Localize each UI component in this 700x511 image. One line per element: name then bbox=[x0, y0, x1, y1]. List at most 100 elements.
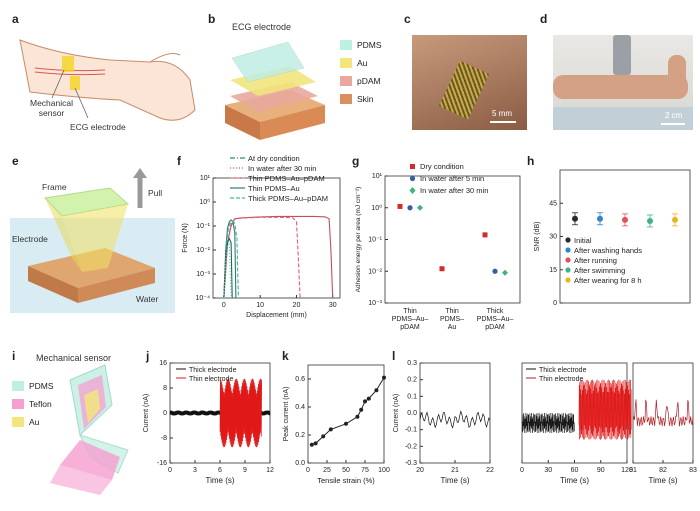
mechanical-sensor-label: Mechanical sensor bbox=[30, 98, 73, 118]
panel-h-letter: h bbox=[527, 154, 535, 168]
legend-swatch bbox=[12, 381, 24, 391]
data-point bbox=[417, 204, 423, 211]
data-point bbox=[482, 232, 488, 238]
legend-label: PDMS bbox=[29, 381, 54, 391]
category-label: PDMS–Au– bbox=[392, 316, 429, 323]
legend-label: Thin electrode bbox=[189, 376, 233, 383]
y-tick-label: 10⁻³ bbox=[368, 300, 382, 307]
force-displacement-chart: 10⁰ 10⁻¹ 10⁻² 10⁻³ 10⁻⁴ 10¹ 0 10 20 30 Displacemen… bbox=[182, 154, 341, 319]
y-axis-label: Current (nA) bbox=[143, 394, 150, 433]
plot-frame bbox=[632, 362, 694, 464]
y-tick-label: 0.4 bbox=[295, 404, 305, 411]
y-tick-label: 10⁻⁴ bbox=[196, 295, 211, 302]
x-tick-label: 21 bbox=[451, 467, 459, 474]
y-tick-label: -0.2 bbox=[405, 443, 417, 450]
y-tick-label: 0.1 bbox=[407, 393, 417, 400]
arm bbox=[553, 75, 688, 99]
x-tick-label: 75 bbox=[361, 467, 369, 474]
data-point bbox=[672, 216, 678, 223]
series-line bbox=[419, 410, 491, 429]
legend-label: Thin PDMS–Au bbox=[248, 184, 300, 193]
panel-h: h 0 15 30 45 SNR (dB) Initial After washing ha… bbox=[525, 148, 700, 323]
y-tick-label: 0.2 bbox=[295, 432, 305, 439]
data-point bbox=[382, 375, 386, 380]
y-axis-label: Current (nA) bbox=[393, 394, 400, 433]
x-axis-label: Time (s) bbox=[648, 476, 677, 485]
layer-legend: PDMS Au pDAM Skin bbox=[340, 40, 382, 112]
panel-j: j -16 -8 0 8 16 0 3 6 9 12 Time (s) Current (nA) Thi… bbox=[140, 345, 280, 505]
panel-b: b ECG electrode PDMS Au pDAM Skin bbox=[200, 0, 400, 150]
x-tick-label: 12 bbox=[266, 467, 274, 474]
x-tick-label: 60 bbox=[571, 467, 579, 474]
x-tick-label: 30 bbox=[544, 467, 552, 474]
data-point bbox=[359, 407, 364, 412]
data-point bbox=[572, 215, 578, 222]
y-tick-label: -16 bbox=[157, 460, 167, 467]
legend-label: After washing hands bbox=[574, 246, 642, 255]
water-label: Water bbox=[136, 294, 159, 304]
data-point bbox=[397, 203, 403, 209]
data-point bbox=[492, 268, 498, 274]
series-line bbox=[632, 399, 694, 427]
y-tick-label: 45 bbox=[549, 200, 557, 207]
y-tick-label: -0.3 bbox=[405, 460, 417, 467]
legend-item: Teflon bbox=[12, 399, 54, 409]
panel-k-letter: k bbox=[282, 349, 289, 363]
data-point bbox=[622, 216, 628, 223]
y-tick-label: -0.1 bbox=[405, 427, 417, 434]
wrist-illustration bbox=[19, 39, 196, 121]
scale-label: 2 cm bbox=[665, 111, 683, 120]
panel-i: i Mechanical sensor PDMS Teflon Au bbox=[0, 345, 140, 505]
gold-electrode bbox=[438, 60, 490, 120]
x-tick-label: 120 bbox=[621, 467, 633, 474]
legend-marker bbox=[565, 237, 571, 243]
legend-label: Dry condition bbox=[420, 162, 464, 171]
data-point bbox=[313, 441, 318, 446]
legend-swatch bbox=[12, 417, 24, 427]
data-point bbox=[597, 215, 603, 222]
data-point bbox=[328, 427, 333, 432]
series-line bbox=[521, 412, 575, 434]
category-label: Thin bbox=[445, 308, 459, 315]
x-tick-label: 30 bbox=[329, 302, 337, 309]
panel-e: e Frame Pull Electrode Water bbox=[0, 148, 175, 323]
panel-a: a Mechanical sensor ECG electrode bbox=[0, 0, 200, 150]
x-tick-label: 22 bbox=[486, 467, 494, 474]
scale-bar bbox=[490, 121, 516, 123]
legend-item: PDMS bbox=[12, 381, 54, 391]
legend-label: Teflon bbox=[29, 399, 52, 409]
data-point bbox=[439, 266, 445, 272]
panel-c-letter: c bbox=[404, 12, 411, 26]
legend-swatch bbox=[340, 40, 352, 50]
current-time-chart-j: -16 -8 0 8 16 0 3 6 9 12 Time (s) Current (nA) Thick… bbox=[143, 360, 274, 485]
current-time-chart-l: Current (nA) 0.3 0.2 0.1 0.0 -0.1 -0.2 -0.320 21… bbox=[393, 360, 697, 485]
panel-d-letter: d bbox=[540, 12, 548, 26]
y-tick-label: 10⁰ bbox=[199, 198, 210, 206]
category-label: Thick bbox=[487, 308, 504, 315]
legend-swatch bbox=[340, 94, 352, 104]
data-point bbox=[309, 442, 314, 447]
adhesion-energy-chart: 10⁰ 10⁻¹ 10⁻² 10⁻³ 10¹ Adhesion energy per ar… bbox=[355, 162, 521, 331]
legend-label: Thin PDMS–Au–pDAM bbox=[248, 174, 325, 183]
x-tick-label: 0 bbox=[222, 302, 226, 309]
y-tick-label: 8 bbox=[163, 385, 167, 392]
legend-item: pDAM bbox=[340, 76, 382, 86]
x-tick-label: 50 bbox=[342, 467, 350, 474]
legend-item: PDMS bbox=[340, 40, 382, 50]
x-tick-label: 0 bbox=[168, 467, 172, 474]
category-label: PDMS–Au– bbox=[477, 316, 514, 323]
y-tick-label: 10⁰ bbox=[371, 204, 382, 212]
panel-g-letter: g bbox=[352, 154, 360, 168]
legend-label: Thin electrode bbox=[539, 376, 583, 383]
panel-e-letter: e bbox=[12, 154, 19, 168]
x-tick-label: 100 bbox=[378, 467, 390, 474]
y-tick-label: 0 bbox=[553, 300, 557, 307]
x-axis-label: Tensile strain (%) bbox=[317, 476, 375, 485]
y-tick-label: 15 bbox=[549, 267, 557, 274]
legend-label: In water after 30 min bbox=[420, 186, 488, 195]
series-line bbox=[223, 216, 301, 299]
panel-a-letter: a bbox=[12, 12, 19, 26]
category-label: Au bbox=[448, 324, 457, 331]
y-tick-label: 30 bbox=[549, 234, 557, 241]
data-point bbox=[363, 399, 367, 404]
